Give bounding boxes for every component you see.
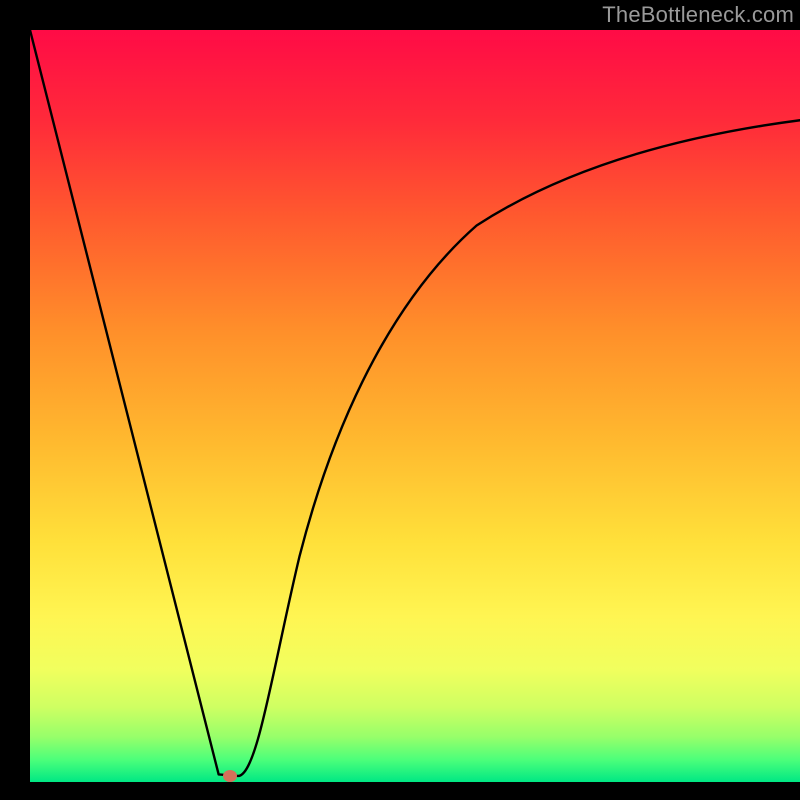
curve-layer: [30, 30, 800, 782]
minimum-marker: [223, 770, 237, 782]
chart-container: TheBottleneck.com: [0, 0, 800, 800]
watermark-label: TheBottleneck.com: [602, 2, 794, 28]
bottleneck-curve: [30, 30, 800, 776]
plot-area: [30, 30, 800, 782]
